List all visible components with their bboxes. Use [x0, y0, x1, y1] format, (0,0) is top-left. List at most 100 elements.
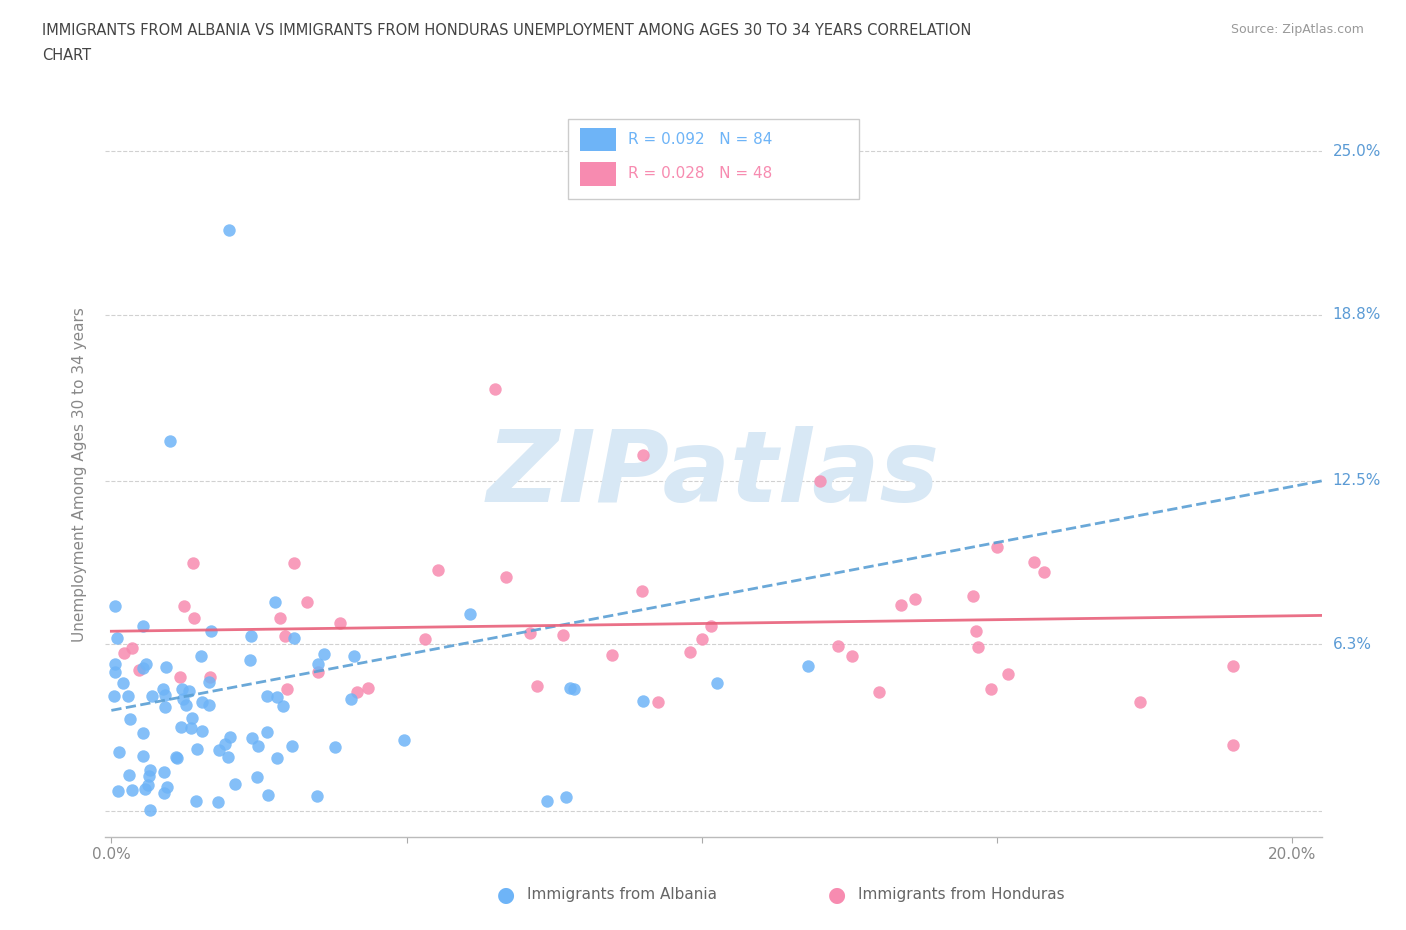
Point: [808, 473, 831, 488]
Point: [551, 628, 574, 643]
Point: [181, 711, 204, 725]
Point: [183, 611, 205, 626]
Point: [240, 730, 263, 745]
Text: ●: ●: [498, 884, 515, 905]
Point: [165, 750, 187, 764]
Point: [560, 681, 582, 696]
Point: [647, 694, 669, 709]
Point: [172, 691, 194, 706]
Point: [181, 556, 204, 571]
Point: [484, 381, 506, 396]
Point: [112, 645, 135, 660]
Point: [797, 658, 820, 673]
Point: [191, 695, 214, 710]
Point: [555, 790, 578, 804]
Point: [118, 767, 141, 782]
Point: [904, 592, 927, 607]
Point: [827, 639, 849, 654]
Point: [111, 675, 134, 690]
Point: [967, 639, 990, 654]
Point: [173, 598, 195, 613]
Point: [997, 667, 1019, 682]
Point: [633, 694, 655, 709]
Point: [323, 739, 346, 754]
Point: [631, 584, 654, 599]
FancyBboxPatch shape: [568, 119, 859, 199]
Point: [962, 589, 984, 604]
Point: [600, 648, 623, 663]
Point: [197, 675, 219, 690]
Point: [246, 770, 269, 785]
Point: [139, 803, 162, 817]
Point: [200, 624, 222, 639]
Bar: [579, 128, 616, 152]
Point: [1033, 565, 1056, 579]
Y-axis label: Unemployment Among Ages 30 to 34 years: Unemployment Among Ages 30 to 34 years: [72, 307, 87, 642]
Point: [121, 783, 143, 798]
Point: [256, 788, 278, 803]
Point: [868, 684, 890, 699]
Point: [1129, 695, 1152, 710]
Point: [141, 688, 163, 703]
Point: [180, 721, 202, 736]
Point: [631, 447, 654, 462]
Point: [170, 720, 193, 735]
Point: [218, 729, 240, 744]
Point: [218, 223, 240, 238]
Point: [169, 670, 191, 684]
Point: [135, 657, 157, 671]
Point: [179, 684, 201, 698]
Text: 25.0%: 25.0%: [1333, 143, 1381, 159]
Point: [986, 539, 1008, 554]
Point: [519, 626, 541, 641]
Point: [256, 724, 278, 739]
Point: [246, 739, 269, 754]
Point: [207, 795, 229, 810]
Text: CHART: CHART: [42, 48, 91, 63]
Point: [132, 660, 155, 675]
Point: [208, 742, 231, 757]
Point: [256, 689, 278, 704]
Point: [217, 750, 239, 764]
Point: [276, 681, 298, 696]
Point: [346, 684, 368, 699]
Point: [184, 793, 207, 808]
Text: R = 0.028   N = 48: R = 0.028 N = 48: [628, 166, 773, 181]
Text: Immigrants from Albania: Immigrants from Albania: [527, 887, 717, 902]
Text: Immigrants from Honduras: Immigrants from Honduras: [858, 887, 1064, 902]
Text: 18.8%: 18.8%: [1333, 307, 1381, 322]
Point: [138, 769, 160, 784]
Point: [131, 749, 153, 764]
Point: [283, 556, 305, 571]
Point: [266, 751, 288, 765]
Point: [965, 623, 987, 638]
Point: [224, 777, 246, 791]
Point: [460, 606, 482, 621]
Point: [307, 788, 329, 803]
Point: [1222, 658, 1244, 673]
Point: [198, 670, 221, 684]
Text: ●: ●: [828, 884, 845, 905]
Text: ZIPatlas: ZIPatlas: [486, 426, 941, 523]
Point: [679, 645, 702, 660]
Point: [295, 594, 318, 609]
Point: [526, 679, 548, 694]
Point: [495, 570, 517, 585]
Point: [1222, 737, 1244, 752]
Point: [274, 629, 297, 644]
Point: [415, 631, 437, 646]
Point: [132, 618, 155, 633]
Point: [139, 763, 162, 777]
Point: [104, 664, 127, 679]
Point: [198, 698, 221, 712]
Point: [239, 653, 262, 668]
Point: [191, 724, 214, 738]
Point: [307, 657, 329, 671]
Point: [159, 434, 181, 449]
Point: [841, 648, 863, 663]
Point: [307, 664, 329, 679]
Point: [339, 691, 361, 706]
Point: [690, 631, 713, 646]
Point: [155, 687, 177, 702]
Point: [263, 594, 285, 609]
